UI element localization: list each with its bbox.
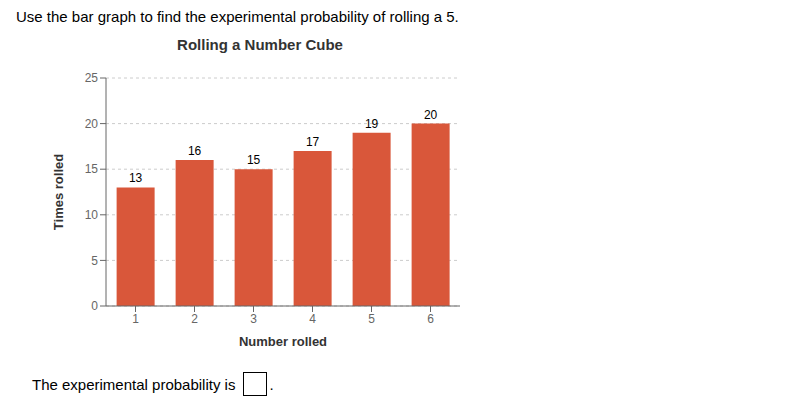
svg-text:15: 15	[85, 162, 99, 176]
svg-text:15: 15	[247, 153, 261, 167]
svg-text:Times rolled: Times rolled	[51, 154, 66, 230]
svg-text:6: 6	[427, 312, 434, 326]
svg-text:5: 5	[368, 312, 375, 326]
html-text:Use the bar graph to find the: Use the bar graph to find the experiment…	[16, 8, 459, 25]
html-text:Rolling a Number Cube: Rolling a Number Cube	[177, 36, 343, 53]
svg-text:20: 20	[424, 108, 438, 122]
svg-text:5: 5	[91, 254, 98, 268]
svg-text:4: 4	[309, 312, 316, 326]
svg-text:20: 20	[85, 117, 99, 131]
svg-text:19: 19	[365, 117, 379, 131]
svg-text:1: 1	[132, 312, 139, 326]
svg-text:16: 16	[188, 144, 202, 158]
svg-text:0: 0	[91, 299, 98, 313]
svg-text:Number rolled: Number rolled	[239, 334, 327, 349]
svg-text:17: 17	[306, 135, 320, 149]
html-text:The experimental probability i: The experimental probability is	[32, 375, 236, 393]
svg-text:10: 10	[85, 208, 99, 222]
svg-text:2: 2	[191, 312, 198, 326]
svg-text:13: 13	[129, 171, 143, 185]
svg-text:3: 3	[250, 312, 257, 326]
svg-text:25: 25	[85, 71, 99, 85]
